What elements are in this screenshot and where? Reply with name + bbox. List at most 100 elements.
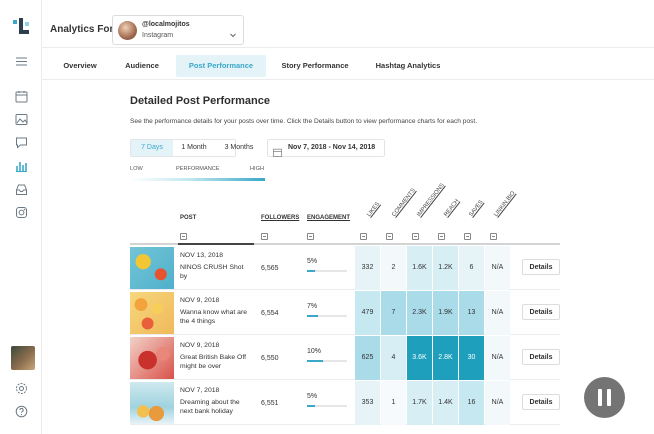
table-row: NOV 9, 2018 Wanna know what are the 4 th…	[130, 291, 560, 335]
post-date: NOV 9, 2018	[180, 297, 220, 304]
performance-gradient	[130, 178, 265, 181]
filter-linkin-bio-icon[interactable]	[490, 233, 497, 240]
instagram-icon[interactable]	[15, 206, 28, 219]
reach-cell: 1.9K	[433, 291, 458, 335]
calendar-icon	[273, 144, 282, 157]
filter-engagement-icon[interactable]	[307, 233, 314, 240]
help-icon[interactable]	[15, 405, 28, 418]
impressions-cell: 1.6K	[407, 246, 432, 290]
saves-cell: 13	[459, 291, 484, 335]
likes-cell: 332	[355, 246, 380, 290]
tab-story-performance[interactable]: Story Performance	[281, 61, 349, 70]
engagement-value: 10%	[307, 348, 322, 355]
linkin-bio-cell: N/A	[485, 336, 510, 380]
filter-impressions-icon[interactable]	[412, 233, 419, 240]
followers-value: 6,554	[261, 310, 279, 317]
tab-audience[interactable]: Audience	[125, 61, 159, 70]
likes-cell: 625	[355, 336, 380, 380]
post-thumbnail[interactable]	[130, 247, 174, 289]
impressions-cell: 1.7K	[407, 381, 432, 425]
account-avatar	[118, 21, 137, 40]
filter-saves-icon[interactable]	[464, 233, 471, 240]
post-date: NOV 9, 2018	[180, 342, 220, 349]
chat-icon[interactable]	[15, 136, 28, 149]
range-3-months[interactable]: 3 Months	[224, 144, 254, 151]
settings-icon[interactable]	[15, 382, 28, 395]
comments-cell: 4	[381, 336, 406, 380]
sidebar	[0, 0, 42, 434]
post-caption: NINOS CRUSH Shot by	[180, 264, 244, 280]
table-row: NOV 7, 2018 Dreaming about the next bank…	[130, 381, 560, 425]
account-selector[interactable]: @localmojitos Instagram	[112, 15, 244, 45]
header-separator	[130, 243, 560, 245]
analytics-for-label: Analytics For	[50, 24, 114, 35]
tab-post-performance[interactable]: Post Performance	[176, 55, 266, 77]
reach-cell: 2.8K	[433, 336, 458, 380]
linkin-bio-cell: N/A	[485, 381, 510, 425]
date-range-picker[interactable]: Nov 7, 2018 - Nov 14, 2018	[267, 139, 385, 157]
col-engagement[interactable]: ENGAGEMENT	[307, 215, 351, 221]
inbox-icon[interactable]	[15, 183, 28, 196]
date-range-text: Nov 7, 2018 - Nov 14, 2018	[288, 144, 376, 151]
col-followers[interactable]: FOLLOWERS	[261, 215, 300, 221]
top-bar: Analytics For @localmojitos Instagram	[42, 0, 654, 48]
comments-cell: 2	[381, 246, 406, 290]
comments-cell: 7	[381, 291, 406, 335]
header-separator-active	[178, 243, 254, 245]
col-comments[interactable]: COMMENTS	[391, 187, 417, 218]
engagement-bar	[307, 270, 347, 272]
post-thumbnail[interactable]	[130, 292, 174, 334]
tab-overview[interactable]: Overview	[63, 61, 97, 70]
user-avatar[interactable]	[11, 346, 35, 370]
details-button[interactable]: Details	[522, 349, 560, 365]
analytics-icon[interactable]	[15, 159, 28, 172]
details-button[interactable]: Details	[522, 394, 560, 410]
col-reach[interactable]: REACH	[443, 198, 461, 218]
post-caption: Wanna know what are the 4 things	[180, 309, 247, 325]
legend-performance: PERFORMANCE	[176, 166, 220, 172]
engagement-bar	[307, 315, 347, 317]
linkin-bio-cell: N/A	[485, 246, 510, 290]
post-caption: Dreaming about the next bank holiday	[180, 399, 240, 415]
table-row: NOV 9, 2018 Great British Bake Off might…	[130, 336, 560, 380]
filter-followers-icon[interactable]	[261, 233, 268, 240]
table-row: NOV 13, 2018 NINOS CRUSH Shot by 6,565 5…	[130, 246, 560, 290]
filter-reach-icon[interactable]	[438, 233, 445, 240]
range-7-days[interactable]: 7 Days	[131, 140, 173, 156]
post-thumbnail[interactable]	[130, 382, 174, 424]
page-subtitle: See the performance details for your pos…	[130, 118, 478, 125]
col-impressions[interactable]: IMPRESSIONS	[416, 182, 446, 218]
post-caption: Great British Bake Off might be over	[180, 354, 246, 370]
engagement-bar	[307, 360, 347, 362]
likes-cell: 353	[355, 381, 380, 425]
col-post: POST	[180, 215, 197, 221]
followers-value: 6,550	[261, 355, 279, 362]
filter-likes-icon[interactable]	[360, 233, 367, 240]
col-saves[interactable]: SAVES	[468, 199, 485, 218]
pause-button[interactable]	[584, 377, 625, 418]
menu-icon[interactable]	[15, 55, 28, 68]
saves-cell: 16	[459, 381, 484, 425]
legend-high: HIGH	[250, 166, 264, 172]
app-logo-icon[interactable]	[13, 18, 31, 36]
likes-cell: 479	[355, 291, 380, 335]
details-button[interactable]: Details	[522, 259, 560, 275]
tab-hashtag-analytics[interactable]: Hashtag Analytics	[375, 61, 441, 70]
details-button[interactable]: Details	[522, 304, 560, 320]
image-icon[interactable]	[15, 113, 28, 126]
engagement-value: 5%	[307, 393, 318, 400]
chevron-down-icon	[229, 26, 237, 38]
filter-post-icon[interactable]	[180, 233, 187, 240]
post-thumbnail[interactable]	[130, 337, 174, 379]
impressions-cell: 2.3K	[407, 291, 432, 335]
post-date: NOV 13, 2018	[180, 252, 224, 259]
col-linkin-bio[interactable]: LINKIN.BIO	[493, 190, 517, 218]
calendar-icon[interactable]	[15, 90, 28, 103]
saves-cell: 30	[459, 336, 484, 380]
col-likes[interactable]: LIKES	[366, 201, 382, 218]
filter-comments-icon[interactable]	[386, 233, 393, 240]
followers-value: 6,551	[261, 400, 279, 407]
reach-cell: 1.4K	[433, 381, 458, 425]
engagement-value: 7%	[307, 303, 318, 310]
range-1-month[interactable]: 1 Month	[181, 144, 207, 151]
